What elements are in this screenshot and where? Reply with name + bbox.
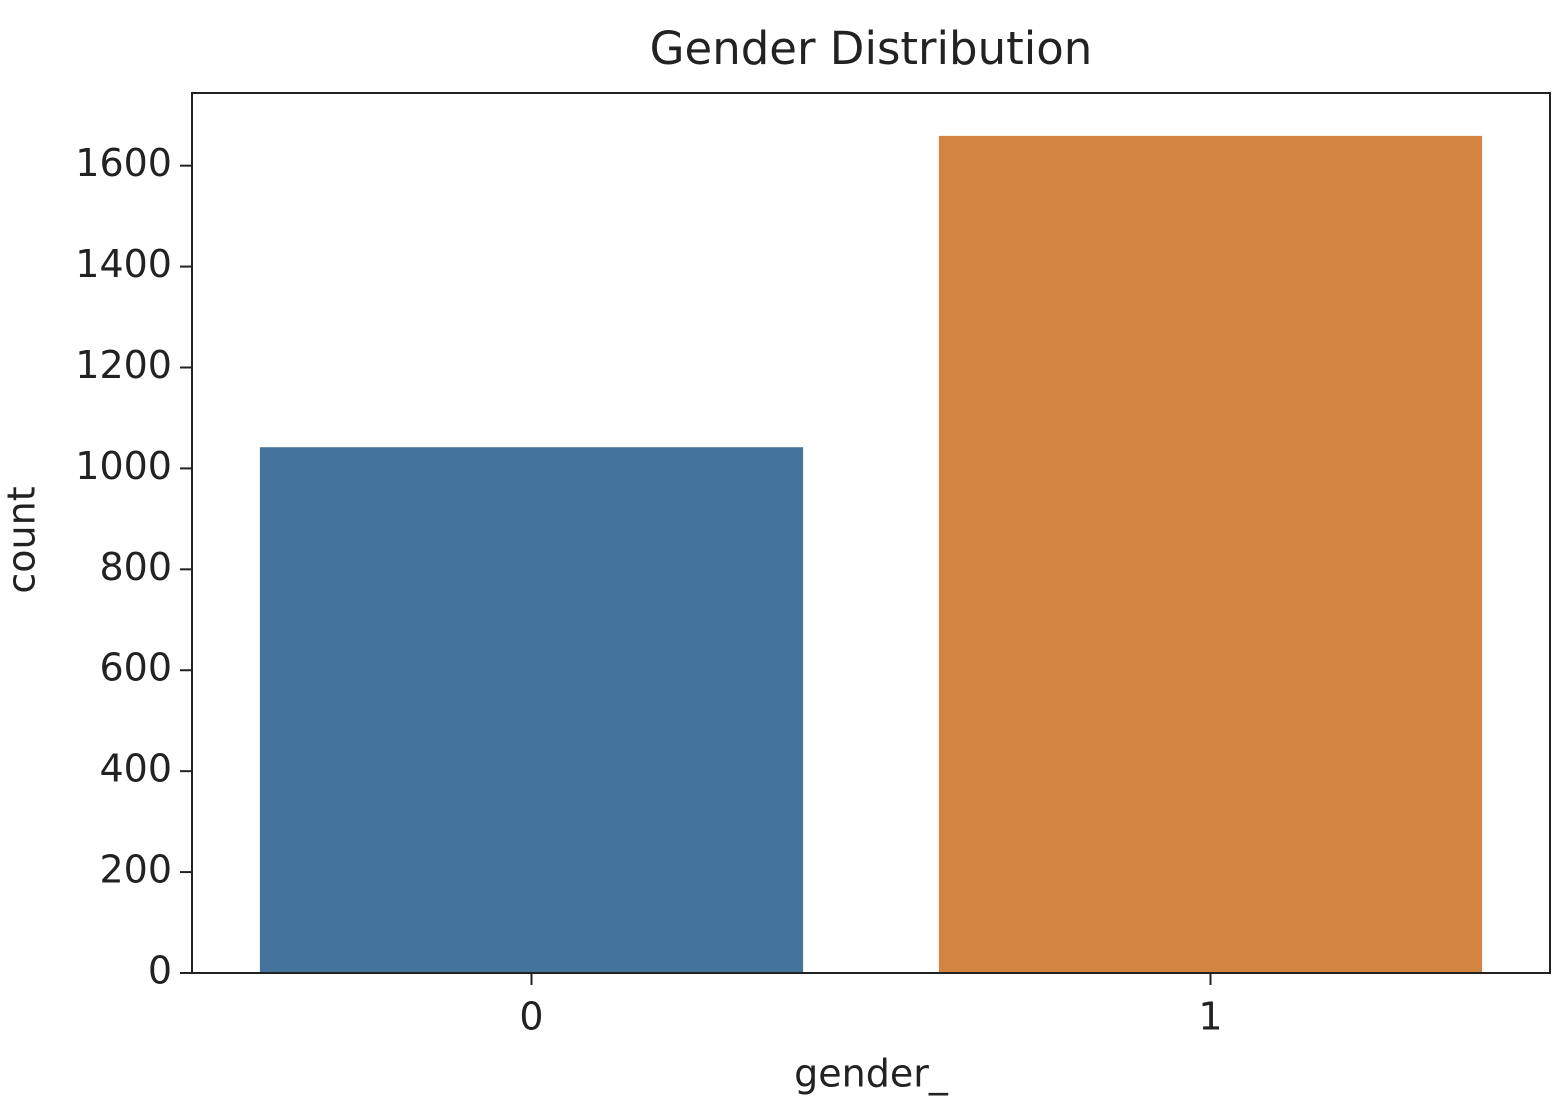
bar: [938, 135, 1483, 974]
plot-frame: [191, 92, 1551, 974]
y-tick-label: 800: [99, 545, 172, 589]
x-axis-label: gender_: [794, 1052, 949, 1096]
y-tick-label: 1400: [75, 242, 172, 286]
y-tick-label: 400: [99, 747, 172, 791]
bar: [259, 447, 804, 973]
y-axis-label: count: [0, 486, 44, 593]
chart-title: Gender Distribution: [650, 22, 1093, 75]
y-tick-label: 0: [148, 949, 172, 993]
x-tick-label: 0: [519, 995, 543, 1039]
y-tick-label: 1000: [75, 444, 172, 488]
x-tick-label: 1: [1198, 995, 1222, 1039]
y-tick-label: 1200: [75, 343, 172, 387]
y-tick-label: 200: [99, 848, 172, 892]
y-tick-label: 600: [99, 646, 172, 690]
y-tick-label: 1600: [75, 141, 172, 185]
